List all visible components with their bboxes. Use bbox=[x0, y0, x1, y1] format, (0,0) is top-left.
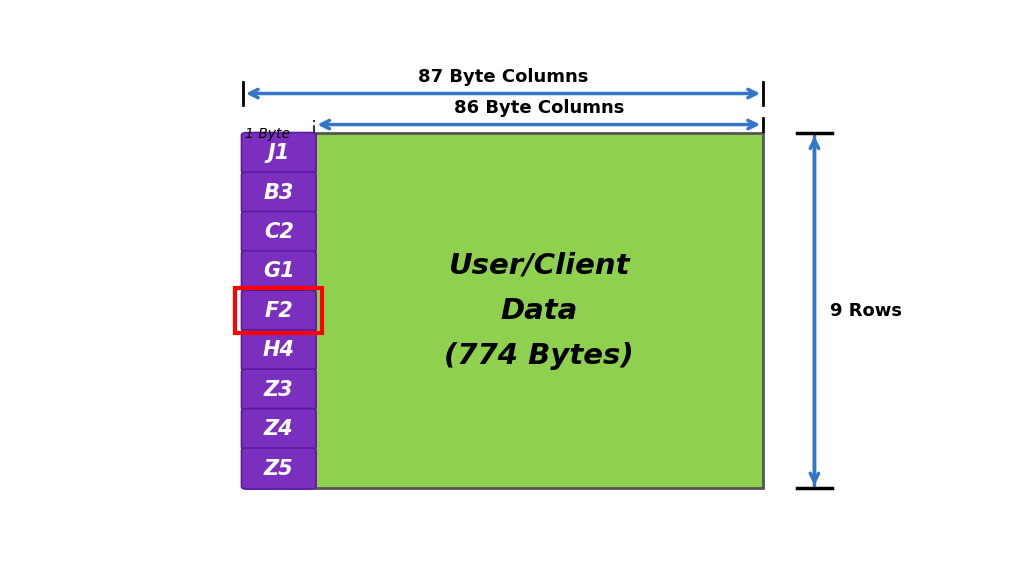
Text: C2: C2 bbox=[264, 222, 294, 242]
Text: Z4: Z4 bbox=[264, 419, 294, 439]
Text: B3: B3 bbox=[263, 183, 294, 203]
FancyBboxPatch shape bbox=[242, 448, 316, 489]
FancyBboxPatch shape bbox=[242, 211, 316, 253]
FancyBboxPatch shape bbox=[242, 290, 316, 331]
FancyBboxPatch shape bbox=[242, 132, 316, 174]
Text: Z3: Z3 bbox=[264, 380, 294, 400]
Text: 86 Byte Columns: 86 Byte Columns bbox=[454, 98, 624, 116]
Text: User/Client
Data
(774 Bytes): User/Client Data (774 Bytes) bbox=[443, 251, 634, 370]
Text: 87 Byte Columns: 87 Byte Columns bbox=[418, 67, 588, 85]
FancyBboxPatch shape bbox=[242, 408, 316, 450]
Text: F2: F2 bbox=[264, 301, 293, 321]
Text: 1 Byte: 1 Byte bbox=[245, 127, 290, 141]
Text: Z5: Z5 bbox=[264, 458, 294, 479]
FancyBboxPatch shape bbox=[242, 329, 316, 371]
Text: J1: J1 bbox=[267, 143, 290, 163]
Bar bbox=[314, 134, 763, 488]
FancyBboxPatch shape bbox=[242, 369, 316, 410]
FancyBboxPatch shape bbox=[242, 251, 316, 292]
Text: H4: H4 bbox=[263, 340, 295, 360]
Text: G1: G1 bbox=[263, 262, 295, 282]
Text: 9 Rows: 9 Rows bbox=[830, 302, 902, 320]
FancyBboxPatch shape bbox=[242, 172, 316, 213]
Bar bbox=[236, 289, 323, 333]
